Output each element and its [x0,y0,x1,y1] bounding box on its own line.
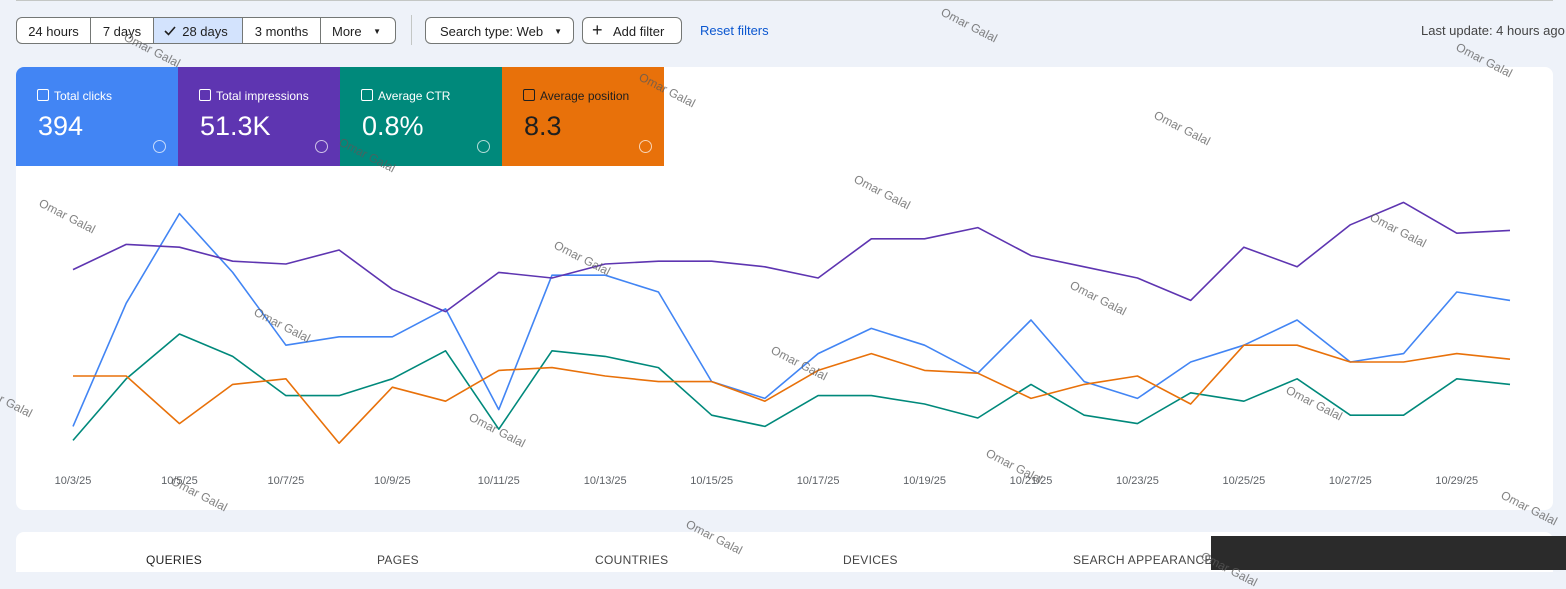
metric-label: Total clicks [54,89,113,103]
metric-value: 8.3 [524,111,562,141]
metric-card[interactable]: Total impressions 51.3K [178,67,340,166]
tab[interactable]: QUERIES [146,553,203,567]
metric-value: 51.3K [200,111,271,141]
x-tick-label: 10/5/25 [161,475,198,487]
label: Search type: Web [440,24,544,39]
x-tick-label: 10/29/25 [1435,475,1478,487]
help-icon[interactable] [477,140,490,153]
last-update: Last update: 4 hours ago [1421,23,1565,38]
help-icon[interactable] [315,140,328,153]
metric-value: 394 [38,111,84,141]
metric-card[interactable]: Average position 8.3 [502,67,664,166]
caret: ▼ [373,27,381,36]
series-line [72,201,1511,313]
series-line [72,333,1511,441]
x-tick-label: 10/9/25 [374,475,411,487]
tab[interactable]: COUNTRIES [595,553,669,567]
x-tick-label: 10/27/25 [1329,475,1372,487]
checkbox [37,89,49,101]
metric-card[interactable]: Average CTR 0.8% [340,67,502,166]
checkbox [199,89,211,101]
metric-value: 0.8% [362,111,424,141]
range-button[interactable]: 28 days [153,17,243,44]
x-tick-label: 10/21/25 [1010,475,1053,487]
x-tick-label: 10/15/25 [690,475,733,487]
x-tick-label: 10/3/25 [55,475,92,487]
add-filter-button[interactable]: + Add filter [582,17,682,44]
x-tick-label: 10/17/25 [797,475,840,487]
metric-label: Average CTR [378,89,451,103]
x-tick-label: 10/19/25 [903,475,946,487]
tab[interactable]: PAGES [377,553,419,567]
plus-icon: + [592,20,603,40]
help-icon[interactable] [153,140,166,153]
help-icon[interactable] [639,140,652,153]
range-button[interactable]: 3 months [242,17,321,44]
checkbox [523,89,535,101]
chart: 10/3/25 10/5/25 10/7/25 10/9/25 10/11/25 10/1… [55,201,1511,487]
x-tick-label: 10/13/25 [584,475,627,487]
x-tick-label: 10/7/25 [268,475,305,487]
range-button[interactable]: More ▼ [320,17,396,44]
reset-filters[interactable]: Reset filters [700,23,769,38]
search-type-button[interactable]: Search type: Web ▼ [425,17,574,44]
x-tick-label: 10/25/25 [1222,475,1265,487]
series-line [72,212,1511,427]
metric-label: Total impressions [216,89,309,103]
label: 28 days [182,24,228,39]
overlay-box [1211,536,1566,570]
metric-label: Average position [540,89,630,103]
checkbox [361,89,373,101]
tab[interactable]: DEVICES [843,553,898,567]
watermark: Omar Galal [938,5,1000,46]
label: Add filter [613,24,665,39]
x-tick-label: 10/23/25 [1116,475,1159,487]
x-tick-label: 10/11/25 [478,475,520,487]
tab[interactable]: SEARCH APPEARANCE [1073,553,1213,567]
caret: ▼ [554,27,562,36]
range-button[interactable]: 7 days [90,17,154,44]
label: More [332,24,362,39]
series-line [73,344,1511,444]
range-button[interactable]: 24 hours [16,17,91,44]
metric-card[interactable]: Total clicks 394 [16,67,178,166]
check-icon [164,26,176,36]
separator [411,15,412,45]
divider [16,0,1553,1]
